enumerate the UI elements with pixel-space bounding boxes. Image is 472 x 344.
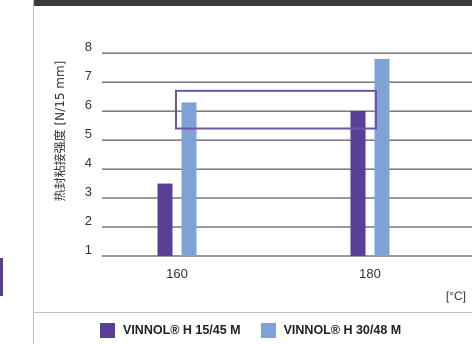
legend-swatch-series-2 bbox=[260, 322, 276, 338]
bar-160-series-1 bbox=[157, 183, 173, 256]
left-rule bbox=[33, 0, 34, 344]
y-tick-label-6: 6 bbox=[85, 97, 92, 112]
y-tick-label-3: 3 bbox=[85, 184, 92, 199]
y-tick-label-1: 1 bbox=[85, 242, 92, 257]
bar-180-series-1 bbox=[350, 111, 366, 256]
top-bar bbox=[33, 0, 472, 6]
legend-swatch-series-1 bbox=[100, 322, 115, 338]
legend-item-series-2: VINNOL® H 30/48 M bbox=[260, 322, 402, 338]
y-axis-label: 热封粘接强度 [N/15 mm] bbox=[52, 61, 67, 202]
legend: VINNOL® H 15/45 M VINNOL® H 30/48 M bbox=[100, 319, 472, 341]
y-tick-label-5: 5 bbox=[85, 126, 92, 141]
legend-label-series-1: VINNOL® H 15/45 M bbox=[123, 323, 241, 337]
x-axis-unit: [°C] bbox=[446, 289, 466, 303]
y-tick-label-8: 8 bbox=[85, 39, 92, 54]
y-tick-labels: 1 2 3 4 5 6 7 8 bbox=[85, 39, 92, 257]
x-tick-labels: 160 180 bbox=[166, 266, 381, 281]
bar-180-series-2 bbox=[374, 58, 390, 256]
y-tick-label-7: 7 bbox=[85, 68, 92, 83]
legend-label-series-2: VINNOL® H 30/48 M bbox=[283, 323, 402, 337]
y-tick-label-4: 4 bbox=[85, 155, 92, 170]
legend-item-series-1: VINNOL® H 15/45 M bbox=[100, 322, 241, 338]
y-tick-label-2: 2 bbox=[85, 213, 92, 228]
x-tick-label-180: 180 bbox=[359, 266, 381, 281]
bars bbox=[157, 58, 390, 256]
bar-chart: 1 2 3 4 5 6 7 8 160 180 热封粘接强度 [N/15 mm] [°C] bbox=[52, 39, 472, 303]
bar-160-series-2 bbox=[181, 102, 197, 256]
left-accent-mark bbox=[0, 258, 3, 296]
highlight-box bbox=[175, 89, 377, 130]
legend-separator bbox=[33, 312, 472, 313]
x-tick-label-160: 160 bbox=[166, 266, 188, 281]
